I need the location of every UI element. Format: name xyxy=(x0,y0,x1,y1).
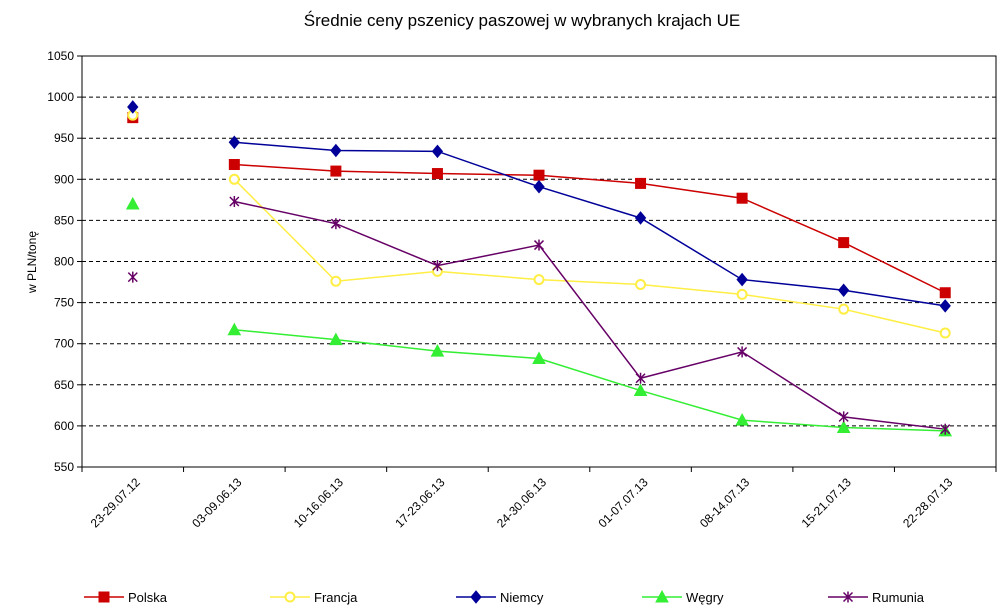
y-tick-label: 1050 xyxy=(47,49,74,63)
data-point-rumunia xyxy=(940,423,951,435)
data-point-w-gry xyxy=(735,413,749,426)
x-tick-label: 17-23.06.13 xyxy=(392,475,447,530)
legend: Polska Francja Niemcy Węgry Rumunia xyxy=(84,589,925,605)
y-tick-label: 800 xyxy=(54,255,74,269)
data-point-niemcy xyxy=(533,179,545,194)
legend-marker-francja xyxy=(284,591,296,603)
data-point-rumunia xyxy=(432,260,443,272)
data-point-w-gry xyxy=(532,351,546,364)
data-point-francja xyxy=(228,173,240,185)
y-tick-label: 600 xyxy=(54,419,74,433)
data-point-rumunia xyxy=(838,411,849,423)
data-point-w-gry xyxy=(836,420,851,434)
series-line-francja xyxy=(233,178,946,334)
data-point-francja xyxy=(939,327,951,339)
legend-label-niemcy: Niemcy xyxy=(500,590,544,605)
data-point-niemcy xyxy=(736,272,748,287)
data-point-rumunia xyxy=(533,239,545,251)
y-tick-label: 650 xyxy=(54,378,74,392)
y-tick-label: 1000 xyxy=(47,90,74,104)
data-point-niemcy xyxy=(838,283,850,298)
series-line-rumunia xyxy=(234,200,946,430)
data-point-polska xyxy=(431,168,443,180)
legend-marker-niemcy xyxy=(470,590,482,604)
x-tick-label: 03-09.06.13 xyxy=(189,475,244,530)
data-point-polska xyxy=(330,165,342,177)
series-line-polska xyxy=(234,163,946,294)
data-point-francja xyxy=(330,275,342,287)
y-tick-label: 900 xyxy=(54,172,74,186)
data-point-w-gry xyxy=(329,332,343,346)
data-point-rumunia xyxy=(127,271,138,283)
x-tick-label: 01-07.07.13 xyxy=(595,475,650,530)
data-point-francja xyxy=(736,288,748,300)
y-tick-label: 750 xyxy=(54,296,74,310)
data-point-niemcy xyxy=(939,299,951,313)
legend-label-polska: Polska xyxy=(128,590,168,605)
plot-area: 550 600 650 700 750 800 850 900 950 1000 1050 23-29… xyxy=(47,49,997,530)
legend-label-w-gry: Węgry xyxy=(686,590,724,605)
y-tick-label: 700 xyxy=(54,337,74,351)
data-point-rumunia xyxy=(229,195,240,207)
y-tick-label: 550 xyxy=(54,460,74,474)
x-tick-label: 10-16.06.13 xyxy=(291,475,346,530)
data-point-w-gry xyxy=(430,344,445,357)
y-tick-label: 850 xyxy=(54,213,74,227)
series-line-w-gry xyxy=(234,328,946,432)
data-point-polska xyxy=(736,192,748,204)
data-point-rumunia xyxy=(737,346,748,358)
legend-marker-rumunia xyxy=(842,591,854,603)
data-point-niemcy xyxy=(634,211,647,225)
series-line-niemcy xyxy=(234,141,946,307)
x-tick-label: 08-14.07.13 xyxy=(697,475,752,530)
x-tick-label: 15-21.07.13 xyxy=(799,475,854,530)
data-point-niemcy xyxy=(127,100,139,114)
data-point-polska xyxy=(838,237,850,249)
x-tick-label: 22-28.07.13 xyxy=(900,475,955,530)
data-point-rumunia xyxy=(635,372,646,384)
x-tick-label: 24-30.06.13 xyxy=(494,475,549,530)
legend-label-francja: Francja xyxy=(314,590,358,605)
data-point-polska xyxy=(228,159,240,171)
legend-label-rumunia: Rumunia xyxy=(872,590,925,605)
data-point-polska xyxy=(533,169,545,181)
x-tick-label: 23-29.07.12 xyxy=(88,475,143,530)
legend-marker-polska xyxy=(98,591,110,603)
data-point-niemcy xyxy=(228,135,240,150)
data-point-rumunia xyxy=(330,218,341,230)
data-point-polska xyxy=(635,177,647,189)
legend-marker-w-gry xyxy=(655,589,669,603)
data-point-w-gry xyxy=(633,383,648,397)
data-point-niemcy xyxy=(330,143,342,158)
data-point-francja xyxy=(533,274,545,286)
data-point-w-gry xyxy=(125,196,140,210)
data-point-w-gry xyxy=(227,322,242,336)
data-point-polska xyxy=(939,287,951,299)
data-point-francja xyxy=(838,303,850,315)
y-tick-label: 950 xyxy=(54,131,74,145)
chart-title: Średnie ceny pszenicy paszowej w wybrany… xyxy=(304,11,741,30)
y-axis-label: w PLN/tonę xyxy=(25,231,39,294)
data-point-niemcy xyxy=(431,144,444,159)
data-point-francja xyxy=(635,279,647,291)
